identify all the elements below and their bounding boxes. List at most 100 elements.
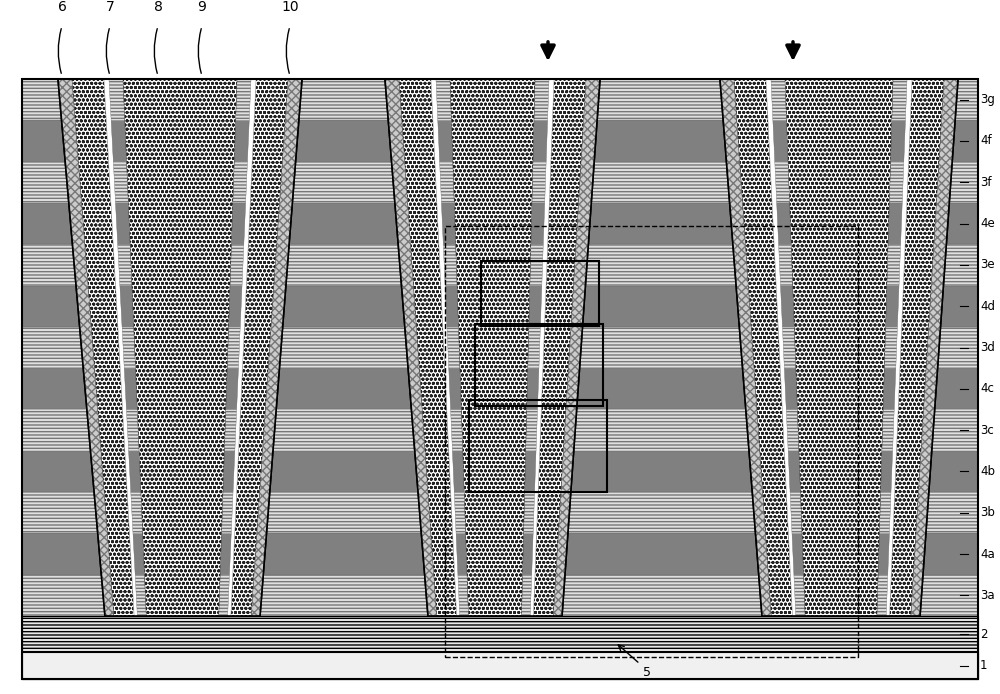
Polygon shape xyxy=(223,451,235,492)
Bar xyxy=(22,244,978,285)
Text: 7: 7 xyxy=(106,0,114,14)
Polygon shape xyxy=(720,79,958,616)
Bar xyxy=(22,162,978,203)
Polygon shape xyxy=(440,162,454,203)
Bar xyxy=(469,400,607,492)
Polygon shape xyxy=(766,79,796,616)
Polygon shape xyxy=(104,79,137,616)
Polygon shape xyxy=(447,327,460,368)
Bar xyxy=(22,368,978,409)
Polygon shape xyxy=(777,203,791,244)
Text: 2: 2 xyxy=(980,627,988,641)
Polygon shape xyxy=(228,79,256,616)
Polygon shape xyxy=(219,575,229,616)
Polygon shape xyxy=(234,120,249,162)
Polygon shape xyxy=(441,203,456,244)
Bar xyxy=(22,616,978,652)
Polygon shape xyxy=(58,79,302,616)
Polygon shape xyxy=(892,79,907,120)
Polygon shape xyxy=(449,368,461,409)
Polygon shape xyxy=(531,203,545,244)
Text: 3c: 3c xyxy=(980,423,994,437)
Text: 3g: 3g xyxy=(980,93,995,106)
Polygon shape xyxy=(230,244,244,285)
Text: 1: 1 xyxy=(980,659,988,672)
Polygon shape xyxy=(399,79,457,616)
Polygon shape xyxy=(785,79,893,616)
Polygon shape xyxy=(451,409,463,451)
Polygon shape xyxy=(532,162,546,203)
Polygon shape xyxy=(530,79,554,616)
Bar xyxy=(22,534,978,575)
Polygon shape xyxy=(58,79,114,616)
Bar xyxy=(22,652,978,679)
Polygon shape xyxy=(452,451,464,492)
Polygon shape xyxy=(525,451,536,492)
Polygon shape xyxy=(227,327,240,368)
Polygon shape xyxy=(887,244,901,285)
Polygon shape xyxy=(889,79,944,616)
Polygon shape xyxy=(886,285,899,327)
Polygon shape xyxy=(884,327,897,368)
Polygon shape xyxy=(135,575,146,616)
Polygon shape xyxy=(251,79,302,616)
Polygon shape xyxy=(445,285,459,327)
Text: 4e: 4e xyxy=(980,217,995,230)
Polygon shape xyxy=(116,203,130,244)
Polygon shape xyxy=(521,575,532,616)
Polygon shape xyxy=(533,79,586,616)
Bar xyxy=(22,327,978,368)
Polygon shape xyxy=(881,451,893,492)
Polygon shape xyxy=(226,368,238,409)
Text: 4c: 4c xyxy=(980,382,994,396)
Polygon shape xyxy=(123,79,237,616)
Polygon shape xyxy=(784,368,797,409)
Text: 3a: 3a xyxy=(980,589,995,602)
Polygon shape xyxy=(220,534,231,575)
Bar xyxy=(22,652,978,679)
Polygon shape xyxy=(771,79,787,120)
Polygon shape xyxy=(528,327,540,368)
Polygon shape xyxy=(792,534,804,575)
Text: 5: 5 xyxy=(643,666,651,679)
Polygon shape xyxy=(436,79,451,120)
Polygon shape xyxy=(911,79,958,616)
Bar xyxy=(22,616,978,652)
Polygon shape xyxy=(385,79,437,616)
Polygon shape xyxy=(526,409,537,451)
Polygon shape xyxy=(877,575,888,616)
Polygon shape xyxy=(527,368,539,409)
Polygon shape xyxy=(891,120,905,162)
Bar xyxy=(22,492,978,534)
Polygon shape xyxy=(443,244,457,285)
Polygon shape xyxy=(450,79,535,616)
Bar xyxy=(22,79,978,120)
Text: 3b: 3b xyxy=(980,506,995,519)
Polygon shape xyxy=(72,79,134,616)
Polygon shape xyxy=(782,327,796,368)
Polygon shape xyxy=(886,79,912,616)
Polygon shape xyxy=(122,327,136,368)
Text: 9: 9 xyxy=(198,0,206,14)
Polygon shape xyxy=(889,162,904,203)
Polygon shape xyxy=(524,492,535,534)
Polygon shape xyxy=(878,534,889,575)
Text: 4a: 4a xyxy=(980,548,995,561)
Polygon shape xyxy=(124,368,137,409)
Polygon shape xyxy=(438,120,453,162)
Polygon shape xyxy=(129,451,141,492)
Text: 4d: 4d xyxy=(980,300,995,313)
Text: 3f: 3f xyxy=(980,176,992,189)
Text: 8: 8 xyxy=(154,0,162,14)
Polygon shape xyxy=(385,79,600,616)
Polygon shape xyxy=(120,285,134,327)
Polygon shape xyxy=(431,79,460,616)
Bar xyxy=(481,261,599,326)
Text: 3d: 3d xyxy=(980,341,995,354)
Polygon shape xyxy=(775,162,790,203)
Polygon shape xyxy=(236,79,251,120)
Polygon shape xyxy=(888,203,902,244)
Bar xyxy=(22,79,978,679)
Bar xyxy=(475,324,603,406)
Polygon shape xyxy=(231,79,288,616)
